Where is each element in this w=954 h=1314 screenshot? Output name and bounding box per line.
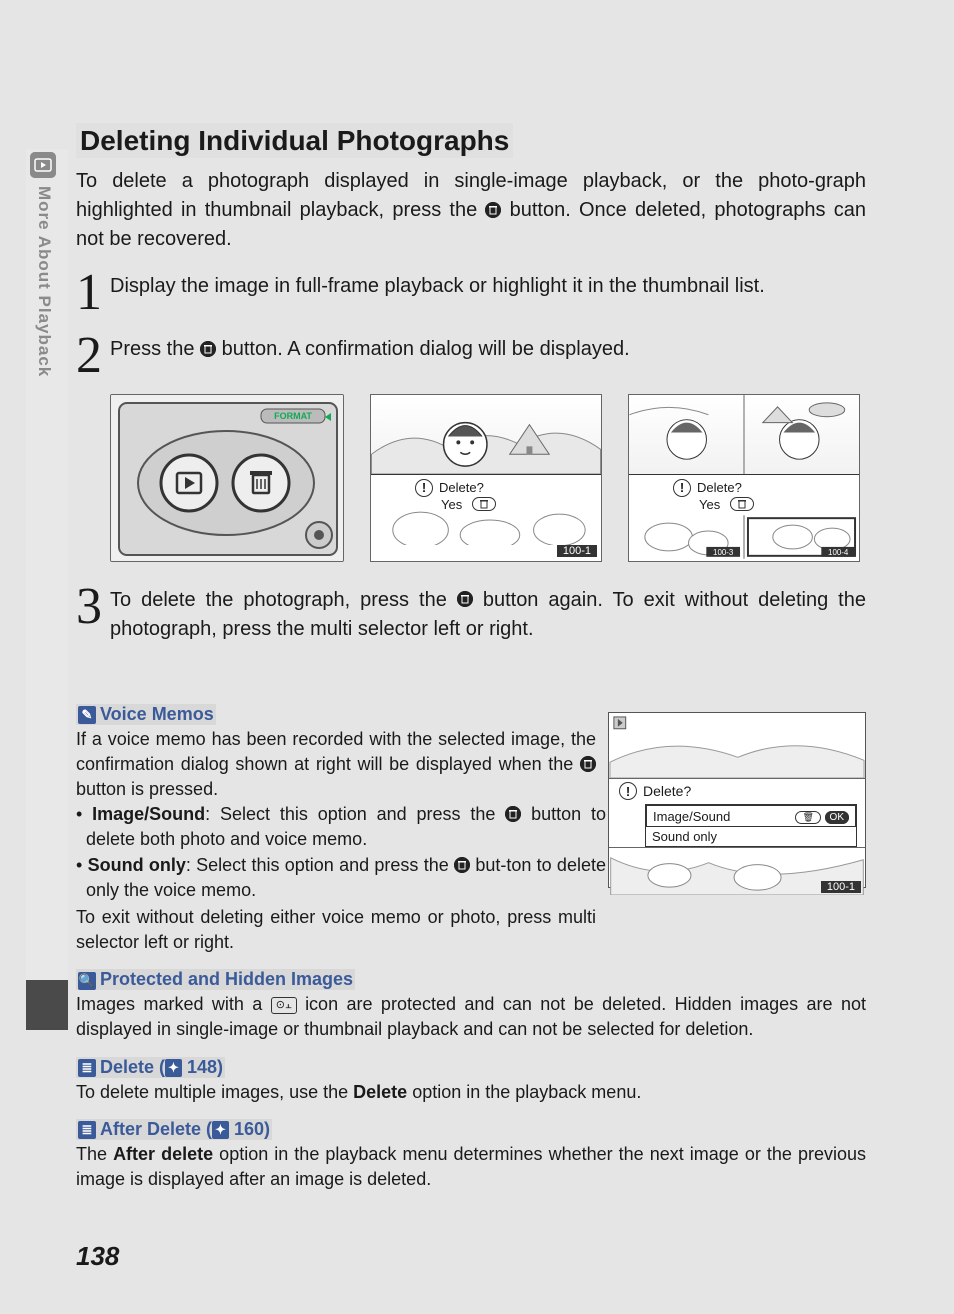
voice-memos-body: If a voice memo has been recorded with t… [76,727,596,803]
trash-icon [580,756,596,772]
delete-heading: ≣Delete (✦ 148) [76,1057,225,1078]
menu-icon: ≣ [78,1121,96,1139]
lcd-single-delete-dialog: ! Delete? Yes 100-1 [370,394,602,562]
warning-icon: ! [619,782,637,800]
step-3-number: 3 [76,584,110,631]
step-2: 2 Press the button. A confirmation dialo… [76,333,866,380]
page-ref-icon: ✦ [165,1059,182,1077]
trash-pill-icon [730,497,754,511]
protected-heading: 🔍Protected and Hidden Images [76,969,355,990]
protected-key-icon: ⊙⫠ [271,997,297,1014]
voice-memos-heading: ✎Voice Memos [76,704,216,725]
step-3-body: To delete the photograph, press the butt… [110,584,866,644]
trash-icon [200,341,216,357]
side-section-label: More About Playback [34,186,54,377]
page-number: 138 [76,1241,119,1272]
vm-option-image-sound[interactable]: Image/Sound 🗑 OK [646,805,856,827]
delete-question: Delete? [697,480,742,495]
warning-icon: ! [415,479,433,497]
svg-text:100-3: 100-3 [713,547,734,556]
vm-delete-question: Delete? [643,783,691,799]
vm-option-sound-only[interactable]: Sound only [646,827,856,846]
protected-body: Images marked with a ⊙⫠ icon are protect… [76,992,866,1042]
step-1-number: 1 [76,270,110,317]
delete-question: Delete? [439,480,484,495]
step-3-text-a: To delete the photograph, press the [110,589,457,611]
page-ref-icon: ✦ [212,1121,229,1139]
format-label: FORMAT [274,411,312,421]
delete-body: To delete multiple images, use the Delet… [76,1080,866,1105]
voice-memos-tail: To exit without deleting either voice me… [76,905,596,955]
lcd-footer-id: 100-1 [557,545,597,557]
page-title: Deleting Individual Photographs [76,123,513,158]
step-2-text-b: button. A confirmation dialog will be di… [222,338,630,360]
bullet-image-sound: • Image/Sound: Select this option and pr… [86,802,606,852]
camera-back-illustration: FORMAT [110,394,344,562]
after-delete-body: The After delete option in the playback … [76,1142,866,1192]
side-thumb-marker [26,980,68,1030]
delete-yes: Yes [699,497,720,512]
menu-icon: ≣ [78,1059,96,1077]
illustration-row: FORMAT [110,394,866,562]
vm-footer-id: 100-1 [821,881,861,893]
step-2-number: 2 [76,333,110,380]
magnifier-icon: 🔍 [78,972,96,990]
step-2-body: Press the button. A confirmation dialog … [110,333,866,364]
trash-icon [454,857,470,873]
trash-icon [485,202,501,218]
warning-icon: ! [673,479,691,497]
step-2-text-a: Press the [110,338,200,360]
svg-text:100-4: 100-4 [828,547,849,556]
pencil-icon: ✎ [78,706,96,724]
vm-options-box: Image/Sound 🗑 OK Sound only [645,804,857,847]
voice-memo-lcd-dialog: ! Delete? Image/Sound 🗑 OK Sound only [608,712,866,888]
step-1-body: Display the image in full-frame playback… [110,270,866,301]
ok-pill: OK [825,811,849,824]
playback-section-icon [30,152,56,178]
bullet-sound-only: • Sound only: Select this option and pre… [86,853,606,903]
lcd-thumbnail-delete-dialog: ! Delete? Yes [628,394,860,562]
trash-icon [457,591,473,607]
step-1: 1 Display the image in full-frame playba… [76,270,866,317]
trash-icon [505,806,521,822]
after-delete-heading: ≣After Delete (✦ 160) [76,1119,272,1140]
step-3: 3 To delete the photograph, press the bu… [76,584,866,644]
trash-pill-icon: 🗑 [795,811,820,824]
intro-paragraph: To delete a photograph displayed in sing… [76,167,866,254]
